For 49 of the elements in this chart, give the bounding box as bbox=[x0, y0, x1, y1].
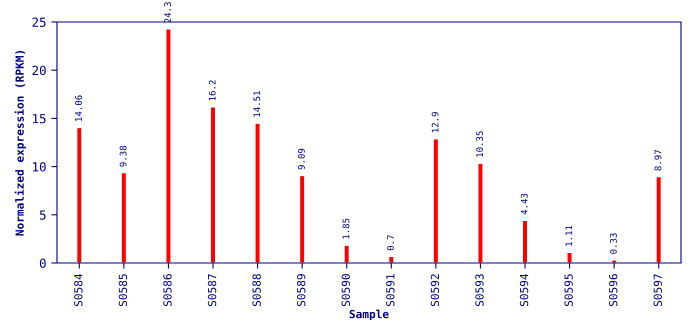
bar bbox=[477, 162, 484, 263]
text: 9.38 bbox=[120, 146, 126, 167]
x-tick-label: S0597 bbox=[654, 274, 662, 306]
bar bbox=[165, 28, 172, 263]
x-tick-label: S0587 bbox=[208, 274, 216, 306]
text: 1.11 bbox=[566, 226, 572, 246]
bar bbox=[120, 172, 128, 263]
text: 1.85 bbox=[342, 218, 350, 239]
x-tick-label: S0588 bbox=[252, 274, 261, 306]
x-tick-label: S0589 bbox=[296, 274, 306, 306]
y-tick-label: 5 bbox=[40, 210, 46, 220]
bar bbox=[566, 252, 573, 263]
x-tick-label: S0584 bbox=[74, 274, 83, 306]
bar bbox=[210, 106, 216, 263]
text: 14.06 bbox=[75, 95, 82, 121]
text: 9.09 bbox=[298, 148, 305, 170]
x-tick-label: S0594 bbox=[520, 274, 528, 306]
x-tick-label: S0585 bbox=[118, 274, 128, 306]
x-tick-label: S0595 bbox=[564, 274, 573, 306]
x-tick-label: S0593 bbox=[475, 274, 484, 306]
bar bbox=[388, 256, 395, 263]
x-tick-label: S0590 bbox=[342, 274, 350, 306]
bar bbox=[655, 176, 662, 263]
x-tick-label: S0591 bbox=[386, 274, 395, 306]
text: 12.9 bbox=[432, 112, 438, 132]
text: 10.35 bbox=[476, 131, 484, 157]
y-tick-label: 10 bbox=[33, 162, 46, 172]
y-tick-label: 15 bbox=[33, 114, 46, 124]
bar bbox=[522, 220, 528, 263]
y-tick-label: 25 bbox=[32, 18, 46, 27]
bar bbox=[76, 126, 83, 263]
text: 0.33 bbox=[610, 233, 617, 254]
bar bbox=[254, 122, 261, 263]
text: 14.51 bbox=[254, 91, 260, 117]
y-tick-label: 0 bbox=[40, 258, 46, 268]
x-axis-title: Sample bbox=[350, 310, 389, 320]
x-tick-label: S0586 bbox=[163, 274, 172, 306]
text: 8.97 bbox=[654, 150, 662, 171]
text: 0.7 bbox=[387, 235, 394, 250]
text: 16.2 bbox=[208, 80, 216, 100]
bar bbox=[610, 259, 618, 263]
text: 4.43 bbox=[520, 194, 528, 214]
bar bbox=[298, 174, 306, 263]
bar bbox=[432, 138, 440, 263]
y-axis-title: Normalized expression (RPKM) bbox=[14, 50, 26, 236]
x-tick-label: S0596 bbox=[608, 274, 618, 306]
bar bbox=[343, 244, 350, 263]
y-tick-label: 20 bbox=[32, 66, 46, 76]
x-tick-label: S0592 bbox=[430, 274, 440, 306]
